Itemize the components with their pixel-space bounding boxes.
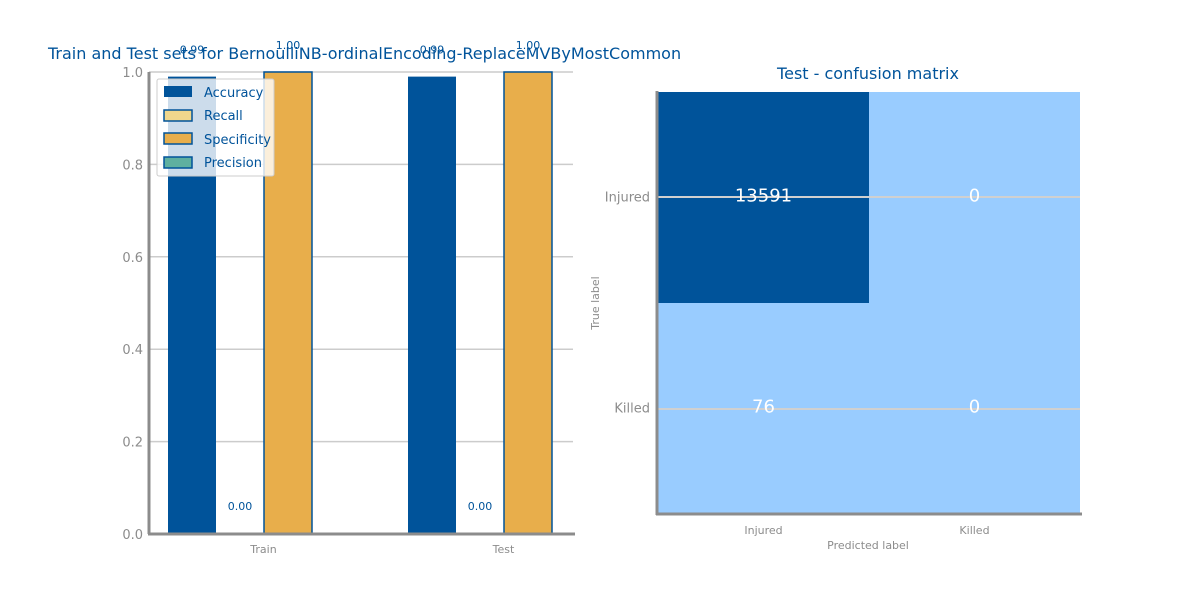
cm-x-axis-label: Predicted label bbox=[827, 539, 909, 552]
confusion-matrix-title: Test - confusion matrix bbox=[776, 64, 959, 83]
y-tick-label: 0.8 bbox=[122, 158, 143, 173]
legend-swatch-accuracy bbox=[164, 86, 192, 97]
bar-chart: 0.99 0.00 1.00 0.99 0.00 1.00 0.0 0.2 0.4 0.6 0.8… bbox=[47, 39, 681, 556]
legend-swatch-precision bbox=[163, 156, 193, 169]
y-tick-label: 1.0 bbox=[122, 66, 143, 81]
matrix-values: 13591 0 76 0 bbox=[735, 186, 980, 418]
bar-chart-title: Train and Test sets for BernoulliNB-ordi… bbox=[47, 44, 681, 63]
legend-swatch-recall bbox=[163, 109, 193, 122]
legend: Accuracy Recall Specificity Precision bbox=[156, 78, 275, 177]
x-tick-label: Train bbox=[249, 543, 276, 556]
cm-x-tick-label: Injured bbox=[744, 524, 782, 537]
bar-value-label: 0.99 bbox=[420, 44, 445, 57]
bar-value-label: 0.99 bbox=[180, 44, 205, 57]
matrix-value: 76 bbox=[752, 397, 775, 418]
legend-label-accuracy: Accuracy bbox=[204, 86, 264, 101]
cm-y-tick-label: Killed bbox=[614, 402, 650, 417]
y-tick-label: 0.0 bbox=[122, 528, 143, 543]
legend-label-precision: Precision bbox=[204, 156, 262, 171]
confusion-matrix: Test - confusion matrix 13591 0 76 0 Injure… bbox=[589, 64, 1082, 552]
matrix-value: 0 bbox=[969, 397, 980, 418]
matrix-gridlines bbox=[658, 196, 1080, 410]
matrix-value: 13591 bbox=[735, 186, 792, 207]
legend-label-recall: Recall bbox=[204, 109, 243, 124]
matrix-cells bbox=[658, 92, 1080, 514]
x-tick-labels: Train Test bbox=[249, 543, 515, 556]
cm-x-tick-label: Killed bbox=[959, 524, 989, 537]
y-tick-label: 0.6 bbox=[122, 251, 143, 266]
y-tick-label: 0.4 bbox=[122, 343, 143, 358]
bar-value-label: 1.00 bbox=[516, 39, 541, 52]
cm-y-tick-label: Injured bbox=[605, 191, 650, 206]
bar-value-label: 0.00 bbox=[468, 500, 493, 513]
bar-value-label: 1.00 bbox=[276, 39, 301, 52]
bar-specificity-test bbox=[503, 71, 553, 535]
legend-label-specificity: Specificity bbox=[204, 133, 271, 148]
legend-swatch-specificity bbox=[163, 132, 193, 145]
cm-x-tick-labels: Injured Killed bbox=[744, 524, 989, 537]
y-tick-labels: 0.0 0.2 0.4 0.6 0.8 1.0 bbox=[122, 66, 143, 543]
cm-y-axis-label: True label bbox=[589, 276, 602, 330]
cm-y-tick-labels: Injured Killed bbox=[605, 191, 650, 417]
bar-value-labels: 0.99 0.00 1.00 0.99 0.00 1.00 bbox=[180, 39, 541, 513]
bar-accuracy-test bbox=[408, 76, 456, 535]
bar-specificity-train bbox=[263, 71, 313, 535]
matrix-value: 0 bbox=[969, 186, 980, 207]
bar-value-label: 0.00 bbox=[228, 500, 253, 513]
legend-box bbox=[156, 78, 275, 177]
y-tick-label: 0.2 bbox=[122, 436, 143, 451]
x-tick-label: Test bbox=[492, 543, 515, 556]
